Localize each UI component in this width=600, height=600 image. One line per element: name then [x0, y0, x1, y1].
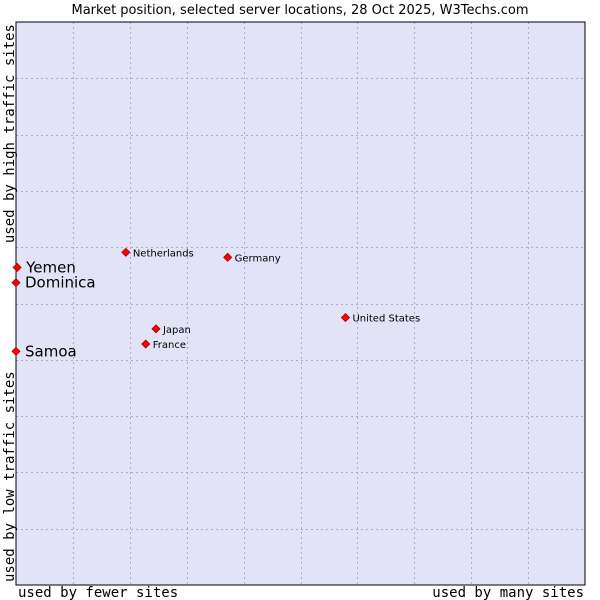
- point-marker-yemen: [12, 262, 22, 273]
- point-label-dominica: Dominica: [25, 274, 96, 292]
- point-label-japan: Japan: [162, 325, 191, 336]
- y-axis-label-top: used by high traffic sites: [2, 24, 18, 243]
- data-points: Netherlands Germany United States Japan Fran…: [11, 247, 420, 360]
- point-label-yemen: Yemen: [25, 258, 76, 276]
- point-label-france: France: [153, 340, 186, 351]
- point-marker-united-states: [340, 313, 351, 323]
- point-marker-dominica: [11, 278, 21, 288]
- point-label-netherlands: Netherlands: [133, 248, 194, 259]
- grid-lines: [16, 22, 585, 585]
- point-marker-germany: [223, 252, 233, 262]
- point-label-germany: Germany: [235, 253, 281, 264]
- plot-area: [16, 22, 585, 585]
- y-axis-label-bottom: used by low traffic sites: [2, 371, 18, 582]
- point-label-samoa: Samoa: [25, 342, 77, 360]
- chart-title: Market position, selected server locatio…: [71, 3, 528, 18]
- point-marker-samoa: [11, 346, 21, 356]
- point-marker-netherlands: [121, 247, 131, 257]
- point-label-united-states: United States: [352, 314, 420, 325]
- x-axis-label-right: used by many sites: [432, 585, 584, 600]
- plot-frame: [15, 21, 586, 586]
- x-axis-label-left: used by fewer sites: [18, 585, 178, 600]
- point-marker-japan: [151, 324, 161, 334]
- point-marker-france: [141, 339, 151, 349]
